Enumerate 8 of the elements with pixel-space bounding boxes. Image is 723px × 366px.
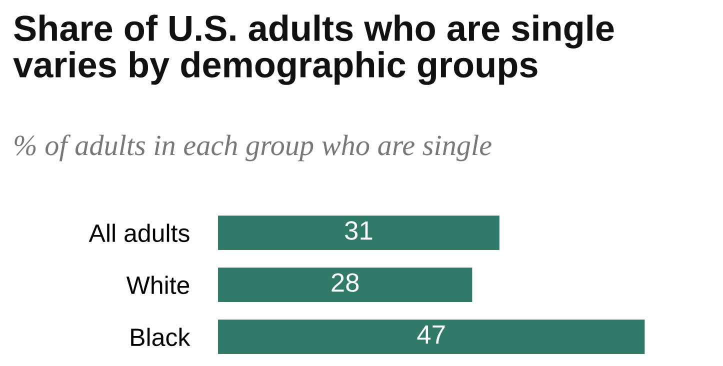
data-label: 31 xyxy=(345,221,372,240)
y-tick-label: Black xyxy=(131,328,190,346)
y-tick-label: White xyxy=(126,276,190,294)
chart-title: Share of U.S. adults who are single varies by demographic groups xyxy=(13,14,614,85)
data-label: 47 xyxy=(417,326,445,344)
y-tick-label: All adults xyxy=(88,224,190,242)
chart-subtitle: % of adults in each group who are single xyxy=(14,134,492,162)
data-label: 28 xyxy=(332,273,359,292)
